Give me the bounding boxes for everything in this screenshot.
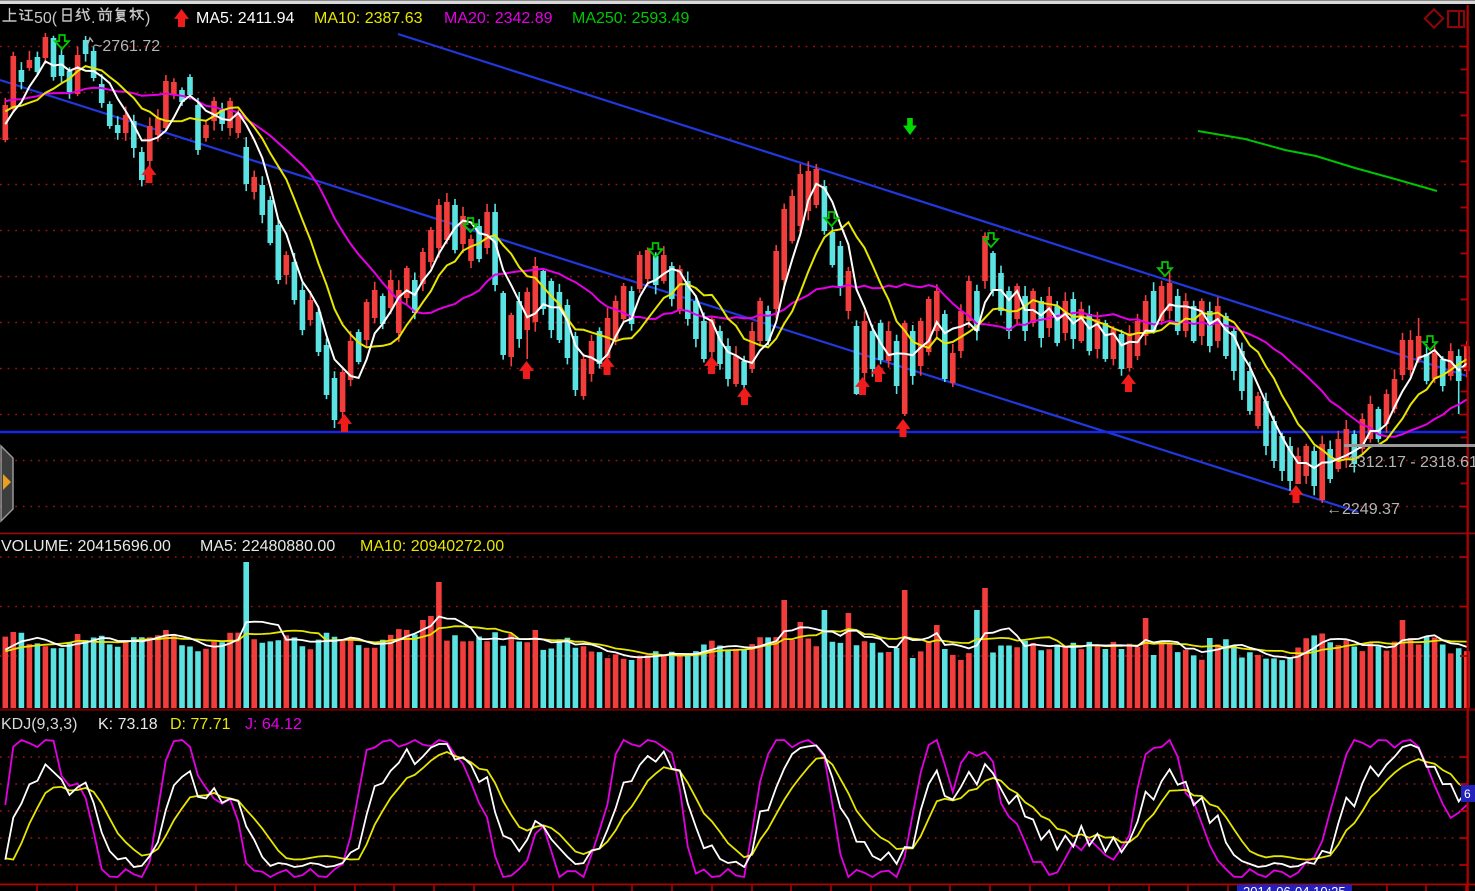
svg-text:2014-06-04 10:25: 2014-06-04 10:25 [1243,884,1346,891]
svg-text:.: . [91,10,95,27]
svg-text:MA10: 20940272.00: MA10: 20940272.00 [360,538,504,555]
svg-text:MA10: 2387.63: MA10: 2387.63 [314,10,423,27]
svg-text:50(: 50( [34,10,58,27]
svg-text:MA5: 2411.94: MA5: 2411.94 [196,10,295,27]
svg-text:MA20: 2342.89: MA20: 2342.89 [444,10,553,27]
svg-text:D: 77.71: D: 77.71 [170,716,231,733]
svg-text:): ) [145,10,150,27]
svg-text:MA5: 22480880.00: MA5: 22480880.00 [200,538,335,555]
svg-text:2312.17 - 2318.61: 2312.17 - 2318.61 [1348,454,1475,471]
svg-text:~2761.72: ~2761.72 [93,38,160,55]
svg-text:MA250: 2593.49: MA250: 2593.49 [572,10,690,27]
svg-text:K: 73.18: K: 73.18 [98,716,158,733]
svg-text:6: 6 [1464,787,1471,801]
svg-text:KDJ(9,3,3): KDJ(9,3,3) [1,716,77,733]
svg-text:J: 64.12: J: 64.12 [245,716,302,733]
svg-text:VOLUME: 20415696.00: VOLUME: 20415696.00 [1,538,171,555]
svg-text:←2249.37: ←2249.37 [1326,501,1400,518]
